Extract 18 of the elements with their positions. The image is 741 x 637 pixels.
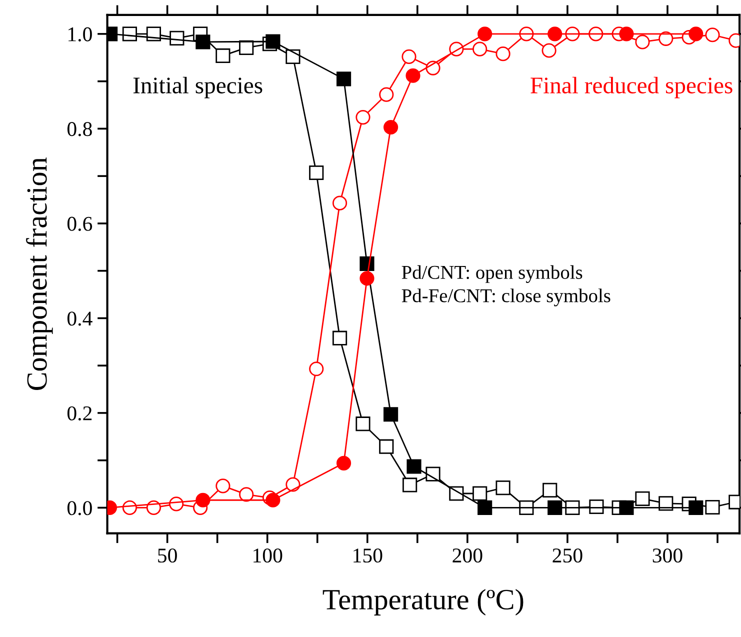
x-tick-label: 200 bbox=[452, 548, 482, 563]
x-tick-label: 100 bbox=[254, 548, 282, 563]
y-tick-label: 0.6 bbox=[67, 216, 92, 231]
x-tick-label: 250 bbox=[552, 548, 582, 563]
y-tick-label: 0.4 bbox=[67, 312, 92, 326]
y-tick-label: 1.0 bbox=[68, 27, 92, 42]
annotation: Final reduced species bbox=[530, 76, 732, 98]
annotation: Initial species bbox=[133, 76, 262, 98]
annotation: Pd-Fe/CNT: close symbols bbox=[402, 288, 610, 306]
x-axis-title: Temperature (ºC) bbox=[322, 588, 524, 616]
y-axis-title: Component fraction bbox=[26, 158, 53, 390]
x-tick-label: 50 bbox=[158, 548, 177, 563]
x-tick-label: 150 bbox=[354, 548, 382, 563]
annotation: Pd/CNT: open symbols bbox=[402, 265, 582, 283]
y-tick-label: 0.0 bbox=[67, 501, 92, 516]
y-tick-label: 0.2 bbox=[67, 406, 92, 420]
y-tick-label: 0.8 bbox=[67, 122, 92, 136]
x-tick-label: 300 bbox=[652, 548, 682, 563]
